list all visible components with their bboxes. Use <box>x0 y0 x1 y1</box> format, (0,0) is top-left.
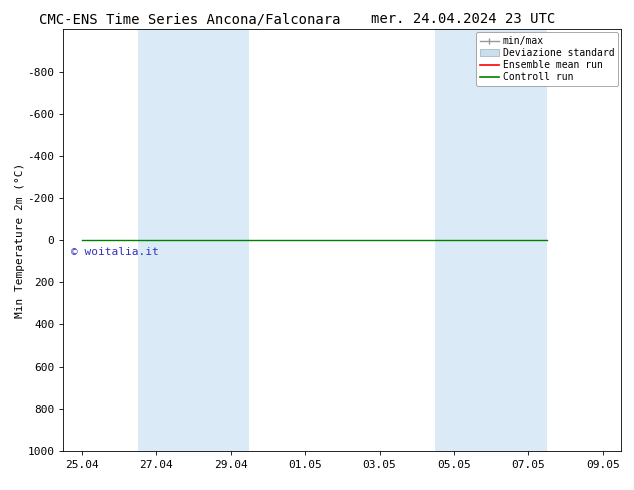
Legend: min/max, Deviazione standard, Ensemble mean run, Controll run: min/max, Deviazione standard, Ensemble m… <box>476 32 618 86</box>
Text: CMC-ENS Time Series Ancona/Falconara: CMC-ENS Time Series Ancona/Falconara <box>39 12 341 26</box>
Text: mer. 24.04.2024 23 UTC: mer. 24.04.2024 23 UTC <box>371 12 555 26</box>
Text: © woitalia.it: © woitalia.it <box>71 247 158 257</box>
Y-axis label: Min Temperature 2m (°C): Min Temperature 2m (°C) <box>15 163 25 318</box>
Bar <box>436 29 547 451</box>
Bar <box>138 29 249 451</box>
